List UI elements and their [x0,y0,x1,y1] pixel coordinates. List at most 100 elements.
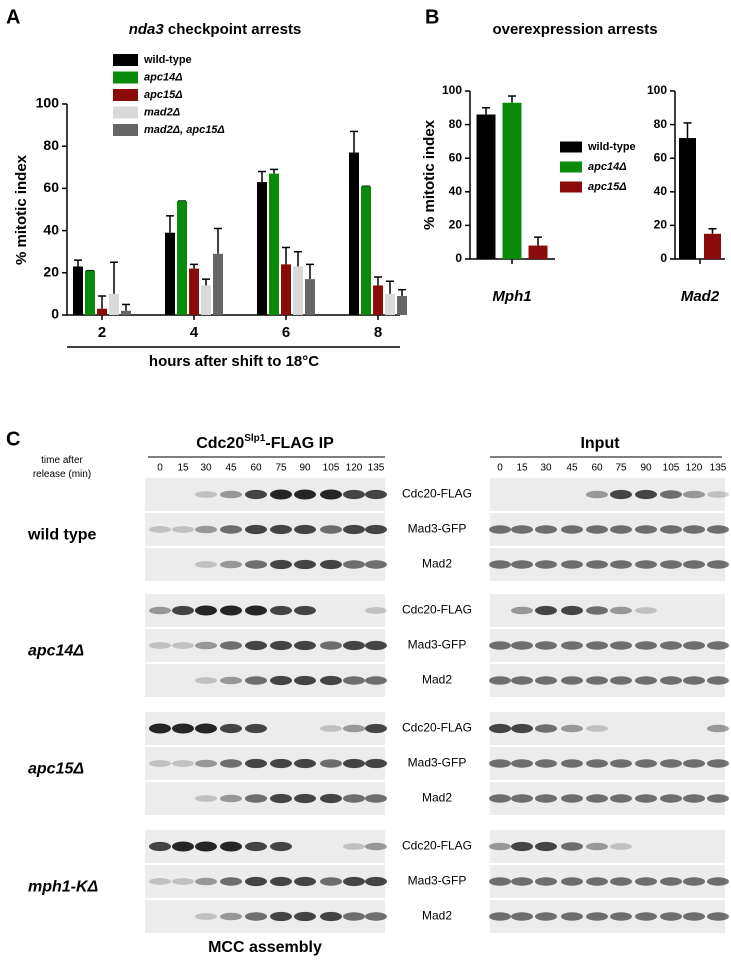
blot-band [707,912,729,921]
blot-band [343,758,365,769]
blot-band [707,525,729,534]
blot-band [320,559,342,570]
time-point: 0 [497,463,503,474]
blot-band [365,912,387,921]
blot-band [343,676,365,685]
bar [121,310,131,315]
blot-band [683,525,705,534]
blot-band [149,723,171,734]
y-tick-label: 60 [43,179,59,195]
time-label: time after release (min) [33,455,91,480]
blot-band [270,559,292,570]
time-point: 120 [346,463,363,474]
chart-title: nda3 checkpoint arrests [129,21,302,38]
protein-label: Mad3-GFP [408,638,467,652]
time-label-line: time after [41,455,83,466]
blot-band [220,490,242,499]
blot-band [343,876,365,887]
time-point: 15 [177,463,189,474]
x-tick-label: Mph1 [492,288,531,305]
legend-label: wild-type [143,54,192,66]
blot-band [683,794,705,803]
legend-swatch [113,54,138,66]
blot-band [320,759,342,768]
strain-label: apc15Δ [28,761,84,778]
blot-band [683,641,705,650]
ip-title-sup: Slp1 [244,433,266,444]
x-tick-label: 8 [374,324,382,341]
blot-band [172,723,194,734]
protein-label: Cdc20-FLAG [402,487,472,501]
bar [476,114,496,260]
blot-band [245,794,267,803]
bar [385,293,395,315]
time-point: 105 [663,463,680,474]
blot-band [220,525,242,534]
blot-band [365,794,387,803]
time-point: 0 [157,463,163,474]
time-point: 90 [299,463,311,474]
y-tick-label: 80 [449,117,463,131]
blot-band [660,641,682,650]
blot-band [365,560,387,569]
blot-band [294,559,316,570]
blot-band [294,489,316,500]
blot-band [245,876,267,887]
blot-band [561,605,583,616]
blot-band [220,794,242,803]
blot-band [683,759,705,768]
blot-band [610,606,632,615]
blot-band [489,676,511,685]
blot-band [561,877,583,886]
blot-band [245,676,267,685]
chart-title: overexpression arrests [492,21,657,38]
blot-band [245,723,267,734]
blot-band [707,877,729,886]
y-tick-label: 100 [36,95,60,111]
strain-label: apc14Δ [28,643,84,660]
blot-band [535,676,557,685]
time-point: 75 [275,463,287,474]
blot-band [635,912,657,921]
time-point: 135 [368,463,385,474]
blot-band [245,912,267,921]
blot-band [707,491,729,498]
blot-band [245,560,267,569]
blot-band [195,491,217,498]
legend-label: mad2Δ, apc15Δ [144,124,225,136]
blot-band [294,876,316,887]
blot-band [489,723,511,734]
blot-band [707,794,729,803]
blot-band [635,759,657,768]
blot-band [195,677,217,684]
blot-band [683,877,705,886]
blot-band [220,912,242,921]
title-part: nda3 [129,21,168,38]
blot-band [294,911,316,922]
legend-label: apc15Δ [588,181,627,193]
blot-band [586,842,608,851]
blot-band [586,560,608,569]
blot-band [270,605,292,616]
blot-band [511,877,533,886]
blot-band [535,877,557,886]
x-axis-label: hours after shift to 18°C [149,353,319,370]
blot-band [343,560,365,569]
y-tick-label: 20 [449,218,463,232]
blot-band [561,724,583,733]
blot-band [683,676,705,685]
bar [73,266,83,315]
blot-band [195,877,217,886]
blot-band [511,794,533,803]
blot-band [365,842,387,851]
title-part: overexpression arrests [492,21,657,38]
blot-band [365,607,387,614]
blot-band [294,793,316,804]
protein-label: Mad3-GFP [408,874,467,888]
blot-band [635,676,657,685]
y-tick-label: 40 [43,221,59,237]
bar [349,152,359,315]
blot-band [245,640,267,651]
blot-band [683,560,705,569]
blot-band [320,793,342,804]
